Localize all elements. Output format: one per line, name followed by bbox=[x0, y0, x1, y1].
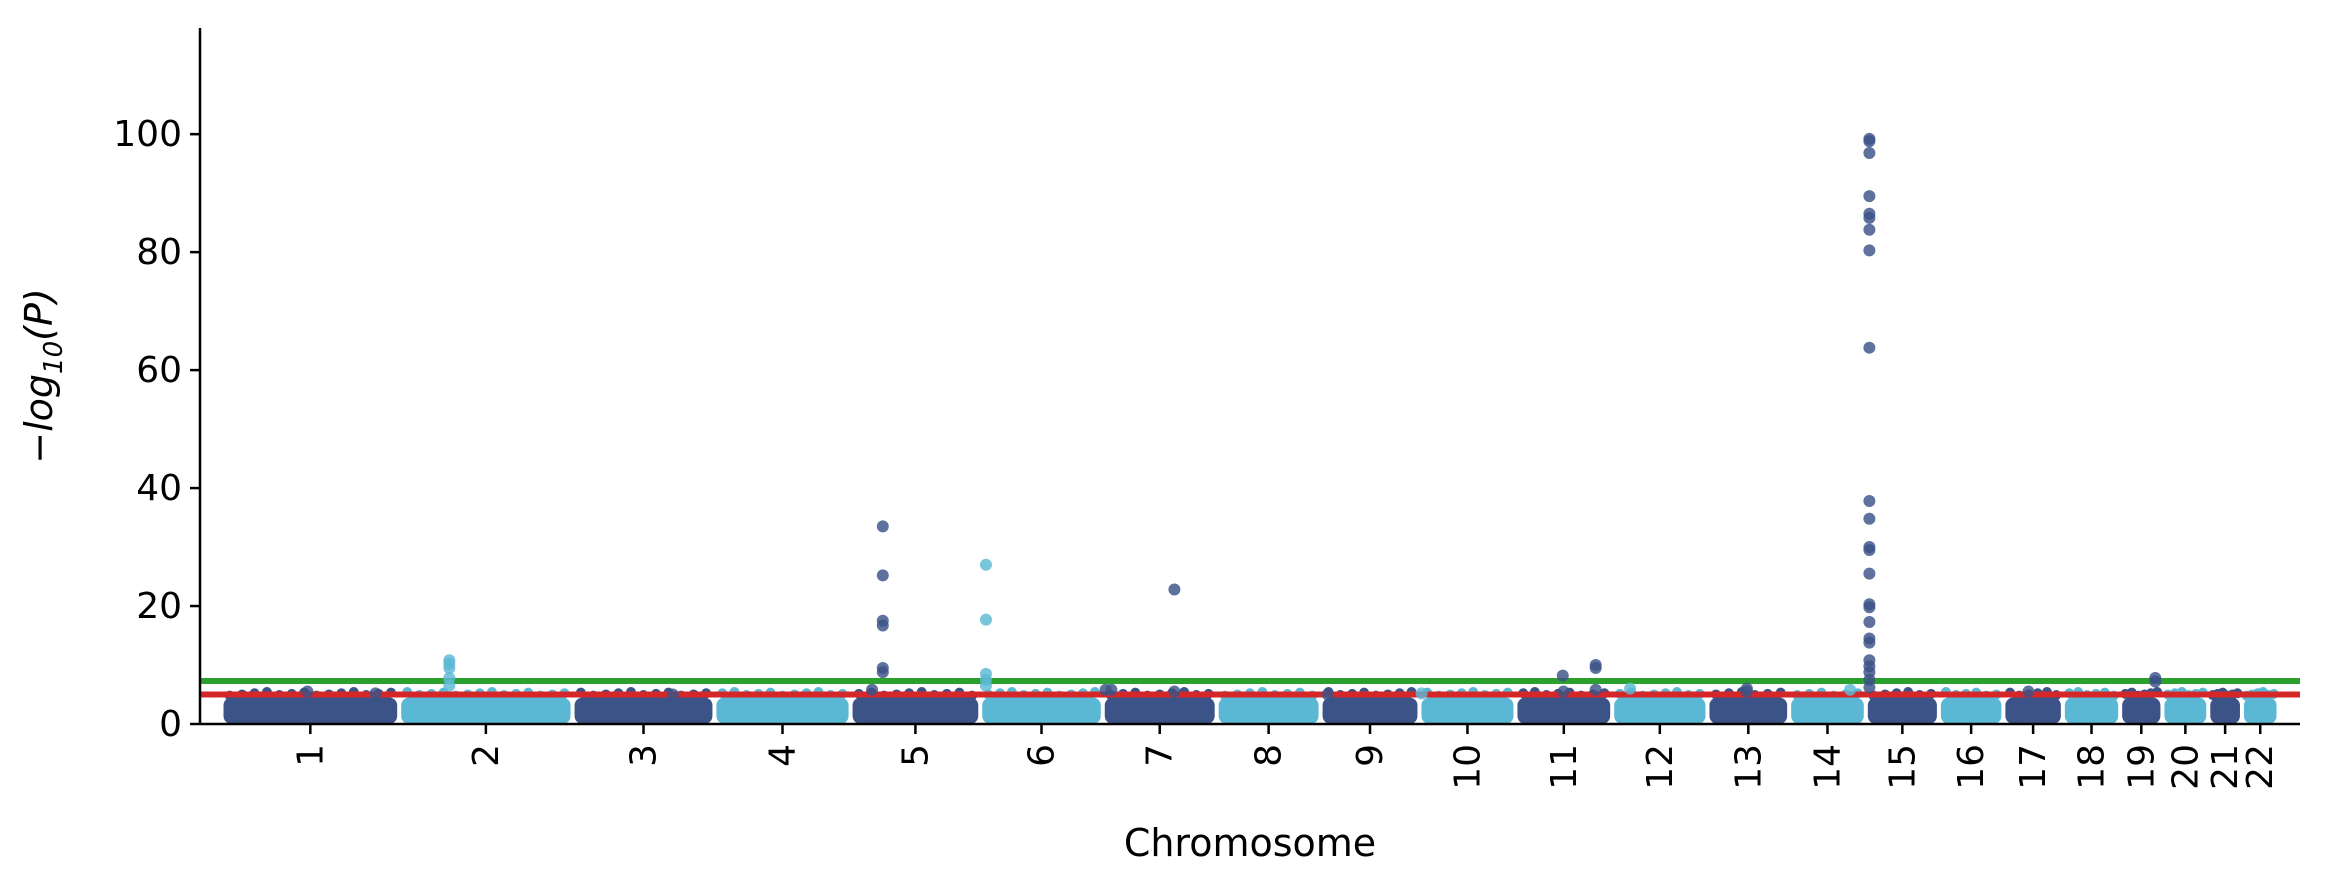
data-point bbox=[979, 558, 992, 571]
x-tick-label: 13 bbox=[1728, 744, 1769, 790]
x-tick-label: 17 bbox=[2013, 744, 2054, 790]
data-point bbox=[1321, 688, 1334, 701]
data-point bbox=[1863, 341, 1876, 354]
data-point bbox=[1556, 669, 1569, 682]
data-point bbox=[1863, 636, 1876, 649]
x-tick-label: 16 bbox=[1951, 744, 1992, 790]
x-tick-label: 5 bbox=[895, 744, 936, 767]
data-point bbox=[369, 687, 382, 700]
significant-points bbox=[301, 132, 2162, 701]
x-tick-label: 10 bbox=[1447, 744, 1488, 790]
x-tick-label: 15 bbox=[1882, 744, 1923, 790]
data-point bbox=[1105, 683, 1118, 696]
data-point bbox=[876, 520, 889, 533]
data-point bbox=[1624, 682, 1637, 695]
y-tick-label: 60 bbox=[136, 350, 182, 391]
data-point bbox=[1863, 211, 1876, 224]
x-tick-label: 4 bbox=[762, 744, 803, 767]
data-point bbox=[1168, 583, 1181, 596]
data-point bbox=[1863, 615, 1876, 628]
data-point bbox=[866, 683, 879, 696]
data-point bbox=[876, 666, 889, 679]
data-point bbox=[1863, 190, 1876, 203]
x-axis-label: Chromosome bbox=[1124, 821, 1376, 865]
data-point bbox=[979, 613, 992, 626]
axis-labels: Chromosome −log10(P) bbox=[17, 288, 1376, 865]
x-tick-label: 2 bbox=[466, 744, 507, 767]
x-tick-label: 6 bbox=[1022, 744, 1063, 767]
x-tick-label: 9 bbox=[1350, 744, 1391, 767]
data-point bbox=[443, 679, 456, 692]
x-tick-label: 22 bbox=[2240, 744, 2281, 790]
data-point bbox=[1863, 223, 1876, 236]
x-tick-label: 18 bbox=[2072, 744, 2113, 790]
data-point bbox=[1740, 685, 1753, 698]
data-point bbox=[1863, 567, 1876, 580]
data-point bbox=[1863, 147, 1876, 160]
data-point bbox=[876, 569, 889, 582]
data-point bbox=[1863, 512, 1876, 525]
x-tick-label: 11 bbox=[1544, 744, 1585, 790]
data-point bbox=[443, 661, 456, 674]
data-point bbox=[1415, 687, 1428, 700]
x-tick-label: 20 bbox=[2165, 744, 2206, 790]
data-point bbox=[1863, 244, 1876, 257]
data-point bbox=[1863, 495, 1876, 508]
y-tick-label: 100 bbox=[113, 114, 182, 155]
x-tick-label: 7 bbox=[1140, 744, 1181, 767]
x-tick-label: 14 bbox=[1807, 744, 1848, 790]
x-tick-label: 12 bbox=[1640, 744, 1681, 790]
y-tick-label: 0 bbox=[159, 704, 182, 745]
data-point bbox=[1863, 601, 1876, 614]
data-point bbox=[1168, 685, 1181, 698]
data-point bbox=[1844, 683, 1857, 696]
data-point bbox=[666, 688, 679, 701]
data-point bbox=[1863, 544, 1876, 556]
data-point bbox=[1557, 685, 1570, 698]
x-tick-label: 21 bbox=[2205, 744, 2246, 790]
x-tick-label: 3 bbox=[624, 744, 665, 767]
data-point bbox=[979, 679, 992, 692]
data-point bbox=[1589, 683, 1602, 696]
data-point bbox=[1863, 135, 1876, 148]
y-tick-label: 80 bbox=[136, 232, 182, 273]
svg-text:−log10(P): −log10(P) bbox=[17, 288, 69, 463]
y-axis-label: −log10(P) bbox=[17, 288, 69, 463]
data-point bbox=[1863, 681, 1876, 694]
x-tick-label: 8 bbox=[1249, 744, 1290, 767]
x-tick-label: 1 bbox=[290, 744, 331, 767]
x-tick-label: 19 bbox=[2121, 744, 2162, 790]
y-tick-label: 40 bbox=[136, 468, 182, 509]
threshold-lines bbox=[200, 677, 2300, 698]
y-tick-label: 20 bbox=[136, 586, 182, 627]
data-point bbox=[301, 685, 314, 698]
data-point bbox=[876, 619, 889, 632]
data-point bbox=[2149, 675, 2162, 688]
data-point bbox=[2022, 685, 2035, 698]
data-point bbox=[1589, 661, 1602, 674]
